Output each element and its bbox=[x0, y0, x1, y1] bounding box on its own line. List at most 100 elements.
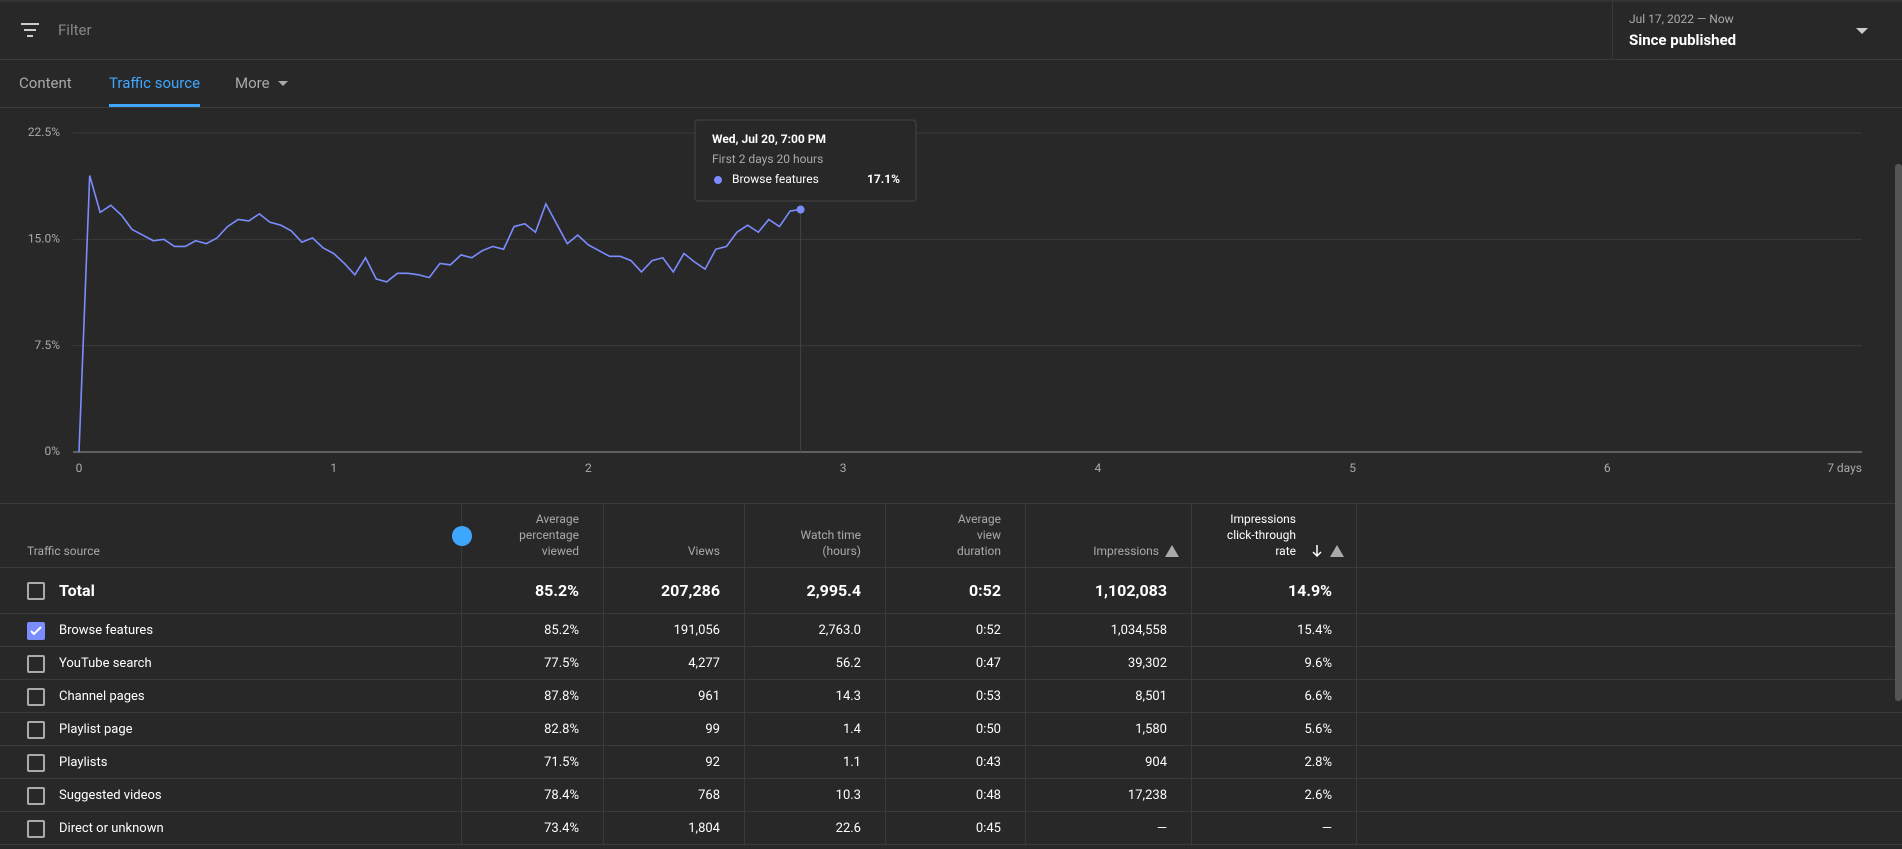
column-header-text: Average view duration bbox=[956, 512, 1001, 558]
table-cell: 92 bbox=[604, 746, 745, 778]
tooltip-subtitle: First 2 days 20 hours bbox=[712, 152, 823, 166]
table-cell: 39,302 bbox=[1026, 647, 1192, 679]
filter-icon[interactable] bbox=[20, 22, 40, 38]
tab-bar: Content Traffic source More bbox=[0, 60, 1902, 108]
x-tick-label: 3 bbox=[840, 461, 847, 475]
table-row: Playlist page 82.8% 99 1.4 0:50 1,580 5.6% bbox=[0, 713, 1902, 746]
triangle bbox=[1165, 545, 1179, 557]
period[interactable]: Since published bbox=[1629, 31, 1737, 49]
column-header-text: Views bbox=[687, 544, 720, 558]
checkbox[interactable] bbox=[27, 819, 45, 838]
tab[interactable]: Content bbox=[19, 74, 72, 92]
table-cell: 1,034,558 bbox=[1026, 614, 1192, 646]
x-tick-label: 0 bbox=[76, 461, 83, 475]
checkbox[interactable] bbox=[27, 753, 45, 772]
table-cell: 0:43 bbox=[886, 746, 1026, 778]
table-cell: 961 bbox=[604, 680, 745, 712]
column-header[interactable]: Watch time (hours) bbox=[745, 504, 886, 567]
column-header-text: Impressions bbox=[1093, 544, 1159, 558]
checkbox[interactable] bbox=[27, 582, 45, 600]
date-range: Jul 17, 2022 — Now bbox=[1629, 12, 1734, 26]
row-label: Channel pages bbox=[0, 680, 462, 712]
table-cell: 904 bbox=[1026, 746, 1192, 778]
tooltip-title: Wed, Jul 20, 7:00 PM bbox=[712, 132, 826, 146]
table-cell: 6.6% bbox=[1192, 680, 1357, 712]
table-cell: 207,286 bbox=[604, 568, 745, 613]
table-row: Browse features 85.2% 191,056 2,763.0 0:52 1,… bbox=[0, 614, 1902, 647]
table-cell: — bbox=[1192, 812, 1357, 844]
column-header[interactable]: Impressions click-through rate bbox=[1192, 504, 1357, 567]
triangle bbox=[1330, 545, 1344, 557]
table-cell: 1,580 bbox=[1026, 713, 1192, 745]
tick bbox=[30, 625, 42, 635]
table-cell: 0:52 bbox=[886, 568, 1026, 613]
table-cell: 0:52 bbox=[886, 614, 1026, 646]
table-cell: 77.5% bbox=[462, 647, 604, 679]
checkbox[interactable] bbox=[27, 621, 45, 640]
table-cell: 99 bbox=[604, 713, 745, 745]
filter-input[interactable]: Filter bbox=[58, 21, 92, 39]
table-cell: 1.4 bbox=[745, 713, 886, 745]
table-cell: 0:53 bbox=[886, 680, 1026, 712]
table-cell: 14.9% bbox=[1192, 568, 1357, 613]
filter-bar: Filter Jul 17, 2022 — Now Since publishe… bbox=[0, 0, 1902, 60]
table-row: YouTube search 77.5% 4,277 56.2 0:47 39,302 9.… bbox=[0, 647, 1902, 680]
table-cell: — bbox=[1026, 812, 1192, 844]
x-tick-label: 6 bbox=[1604, 461, 1611, 475]
table-cell: 2,763.0 bbox=[745, 614, 886, 646]
tooltip bbox=[694, 119, 917, 202]
table-cell: 0:48 bbox=[886, 779, 1026, 811]
chart: 0% 7.5% 15.0% 22.5% 0 1 2 3 4 5 6 7 days Wed, Jul 20… bbox=[28, 119, 1862, 475]
table-cell: 4,277 bbox=[604, 647, 745, 679]
tab-indicator bbox=[109, 104, 200, 107]
tab[interactable]: Traffic source bbox=[109, 74, 201, 92]
table-cell: 0:45 bbox=[886, 812, 1026, 844]
checkbox[interactable] bbox=[27, 687, 45, 706]
table: Traffic source Average percentage viewed V… bbox=[0, 503, 1902, 845]
x-tick-label: 1 bbox=[330, 461, 337, 475]
checkbox[interactable] bbox=[27, 654, 45, 673]
row-label: Browse features bbox=[0, 614, 462, 646]
tab[interactable]: More bbox=[235, 74, 270, 92]
table-cell: 0:50 bbox=[886, 713, 1026, 745]
column-header[interactable]: Views bbox=[604, 504, 745, 567]
column-header-text: Impressions click-through rate bbox=[1226, 512, 1296, 558]
x-tick-label: 2 bbox=[585, 461, 592, 475]
table-cell: 768 bbox=[604, 779, 745, 811]
column-header[interactable]: Impressions bbox=[1026, 504, 1192, 567]
table-cell: 9.6% bbox=[1192, 647, 1357, 679]
table-cell: 14.3 bbox=[745, 680, 886, 712]
table-cell: 85.2% bbox=[462, 614, 604, 646]
tooltip-swatch bbox=[714, 176, 722, 184]
checkbox[interactable] bbox=[27, 720, 45, 739]
checkbox[interactable] bbox=[27, 786, 45, 805]
table-cell: 73.4% bbox=[462, 812, 604, 844]
scrollbar[interactable] bbox=[1895, 164, 1902, 701]
table-cell: 56.2 bbox=[745, 647, 886, 679]
table-cell: 85.2% bbox=[462, 568, 604, 613]
table-cell: 2.6% bbox=[1192, 779, 1357, 811]
column-header[interactable]: Average view duration bbox=[886, 504, 1026, 567]
column-header[interactable]: Average percentage viewed bbox=[462, 504, 604, 567]
table-cell: 8,501 bbox=[1026, 680, 1192, 712]
row-label: Playlist page bbox=[0, 713, 462, 745]
row-label: Suggested videos bbox=[0, 779, 462, 811]
table-cell: 191,056 bbox=[604, 614, 745, 646]
dropdown-arrow[interactable] bbox=[1856, 28, 1868, 36]
add-metric[interactable] bbox=[452, 526, 472, 546]
arrow bbox=[278, 81, 288, 86]
column-header[interactable]: Traffic source bbox=[0, 504, 462, 567]
x-tick-label: 7 days bbox=[1827, 461, 1862, 475]
header-row: Traffic source Average percentage viewed V… bbox=[0, 504, 1902, 568]
column-header-text: Average percentage viewed bbox=[519, 512, 579, 558]
table-cell: 5.6% bbox=[1192, 713, 1357, 745]
table-cell: 71.5% bbox=[462, 746, 604, 778]
x-tick-label: 4 bbox=[1094, 461, 1101, 475]
table-cell: 0:47 bbox=[886, 647, 1026, 679]
table-cell: 2.8% bbox=[1192, 746, 1357, 778]
table-row: Playlists 71.5% 92 1.1 0:43 904 2.8% bbox=[0, 746, 1902, 779]
hover-point bbox=[796, 205, 805, 214]
arrow bbox=[1312, 545, 1322, 557]
table-cell: 82.8% bbox=[462, 713, 604, 745]
